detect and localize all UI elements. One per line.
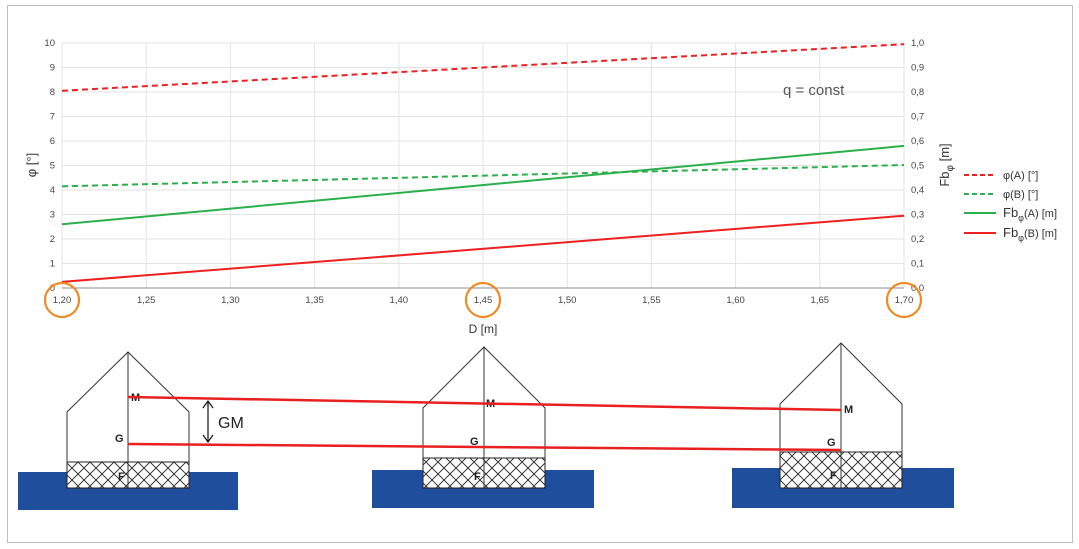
label-F-3: F [830, 470, 837, 482]
chart-grid [61, 42, 905, 289]
y-tick-left-2: 2 [50, 234, 55, 245]
legend-fbB-sub: φ [1018, 233, 1024, 243]
x-tick-label-0: 1,20 [53, 295, 72, 306]
y-tick-right-1: 0,1 [911, 259, 924, 270]
y-axis-label-right-sub: φ [945, 164, 956, 171]
y-axis-label-right: Fbφ [m] [937, 143, 956, 186]
y-tick-left-10: 10 [44, 38, 55, 49]
label-G-3: G [827, 437, 836, 449]
series-line-fbB [61, 214, 905, 283]
y-tick-labels-left: 0 1 2 3 4 5 6 7 8 9 10 [44, 38, 55, 294]
x-tick-label-5: 1,45 [474, 295, 493, 306]
legend-fbA-rest: (A) [m] [1024, 208, 1057, 220]
y-tick-right-3: 0,3 [911, 210, 924, 221]
gm-arrow-head-bottom [202, 434, 214, 444]
y-tick-right-5: 0,5 [911, 161, 924, 172]
label-G-2: G [470, 436, 479, 448]
legend-label-fbA: Fbφ(A) [m] [1003, 205, 1057, 223]
y-tick-left-4: 4 [50, 185, 55, 196]
annotation-q-const: q = const [783, 82, 845, 99]
highlight-circle-0 [43, 281, 81, 319]
y-tick-left-8: 8 [50, 87, 55, 98]
y-tick-right-8: 0,8 [911, 87, 924, 98]
y-tick-right-9: 0,9 [911, 63, 924, 74]
highlight-circle-1 [464, 281, 502, 319]
diagram-house-2: M G F [372, 346, 594, 508]
y-tick-left-5: 5 [50, 161, 55, 172]
legend-fbB-main: Fb [1003, 225, 1018, 240]
x-tick-label-7: 1,55 [642, 295, 661, 306]
x-tick-label-4: 1,40 [390, 295, 409, 306]
metacenter-line [127, 395, 842, 412]
x-tick-label-8: 1,60 [726, 295, 745, 306]
y-tick-left-1: 1 [50, 259, 55, 270]
y-tick-right-10: 1,0 [911, 38, 924, 49]
legend-item-fbB: Fbφ(B) [m] [964, 225, 1057, 243]
legend-label-phiB: φ(B) [°] [1003, 189, 1038, 201]
label-M-3: M [844, 404, 853, 416]
y-tick-labels-right: 0,00,10,20,30,40,50,60,70,80,91,0 [911, 38, 924, 294]
x-tick-label-10: 1,70 [895, 295, 914, 306]
y-tick-left-3: 3 [50, 210, 55, 221]
legend-label-fbB: Fbφ(B) [m] [1003, 225, 1057, 243]
series-line-phiA [61, 43, 905, 92]
y-axis-label-right-main: Fb [937, 171, 952, 186]
tick-highlight-circles [43, 281, 923, 319]
legend-item-phiB: φ(B) [°] [964, 189, 1038, 201]
y-tick-left-7: 7 [50, 112, 55, 123]
figure-frame [7, 5, 1073, 543]
legend-item-phiA: φ(A) [°] [964, 170, 1038, 182]
y-tick-right-7: 0,7 [911, 112, 924, 123]
legend-fbB-rest: (B) [m] [1024, 228, 1057, 240]
label-F-2: F [474, 471, 481, 483]
diagram-house-1: GM M G F [18, 351, 244, 510]
label-F-1: F [118, 471, 125, 483]
gm-label: GM [218, 415, 244, 432]
label-G-1: G [115, 433, 124, 445]
x-axis-label: D [m] [469, 322, 498, 336]
series-line-phiB [61, 164, 905, 188]
gravity-center-line [127, 442, 842, 452]
x-tick-labels: 1,20 1,25 1,30 1,35 1,40 1,45 1,50 1,55 1,60 1,65… [53, 295, 914, 306]
y-axis-label-right-unit: [m] [937, 143, 952, 165]
legend-label-phiA: φ(A) [°] [1003, 170, 1038, 182]
gm-arrow-head-top [202, 399, 214, 409]
highlight-circle-2 [885, 281, 923, 319]
y-tick-left-6: 6 [50, 136, 55, 147]
y-tick-right-2: 0,2 [911, 234, 924, 245]
x-tick-label-6: 1,50 [558, 295, 577, 306]
y-axis-label-left: φ [°] [24, 153, 39, 177]
legend: φ(A) [°] φ(B) [°] Fbφ(A) [m] Fbφ(B) [m] [964, 170, 1057, 243]
series-line-fbA [61, 144, 905, 226]
series-lines [61, 43, 905, 283]
diagram-house-3: M G F [732, 342, 954, 508]
x-tick-label-9: 1,65 [811, 295, 830, 306]
y-tick-left-9: 9 [50, 63, 55, 74]
x-tick-label-2: 1,30 [221, 295, 240, 306]
legend-fbA-sub: φ [1018, 213, 1024, 223]
x-tick-label-1: 1,25 [137, 295, 156, 306]
legend-item-fbA: Fbφ(A) [m] [964, 205, 1057, 223]
y-tick-right-4: 0,4 [911, 185, 924, 196]
legend-fbA-main: Fb [1003, 205, 1018, 220]
y-tick-left-0: 0 [50, 283, 55, 294]
x-tick-label-3: 1,35 [305, 295, 324, 306]
y-tick-right-6: 0,6 [911, 136, 924, 147]
